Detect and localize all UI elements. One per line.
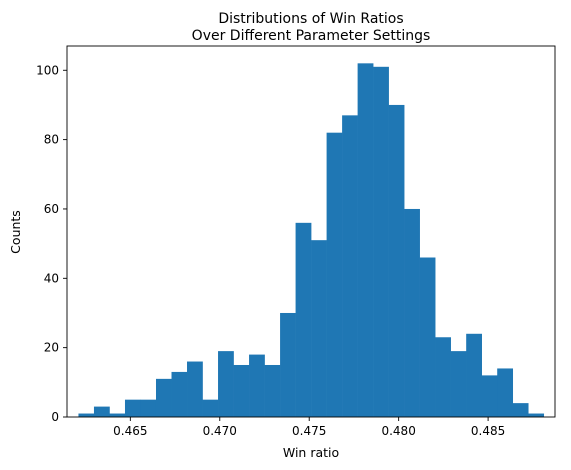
histogram-bar (481, 375, 498, 417)
y-tick-label: 100 (36, 63, 59, 77)
histogram-bar (466, 333, 482, 417)
y-tick-label: 20 (44, 341, 59, 355)
histogram-bar (155, 378, 172, 417)
histogram-bar (280, 312, 296, 417)
histogram-bar (124, 399, 141, 417)
histogram-bar (373, 66, 389, 417)
histogram-bar (388, 104, 405, 418)
x-tick-label: 0.485 (471, 424, 505, 438)
chart-title-line2: Over Different Parameter Settings (192, 28, 431, 44)
histogram-bar (233, 364, 250, 417)
histogram-bar (249, 354, 265, 417)
histogram-bar (171, 371, 188, 417)
histogram-bar (311, 240, 327, 417)
y-tick-label: 60 (44, 202, 59, 216)
histogram-bar (528, 413, 545, 417)
x-axis-ticks: 0.465 0.470 0.475 0.480 0.485 (113, 417, 505, 438)
y-axis-ticks: 0 20 40 60 80 100 (36, 63, 67, 424)
histogram-bar (326, 132, 343, 417)
y-tick-label: 80 (44, 133, 59, 147)
x-tick-label: 0.480 (381, 424, 415, 438)
histogram-bar (109, 413, 126, 417)
histogram-bar (357, 63, 374, 417)
histogram-bar (187, 361, 203, 417)
histogram-bar (140, 399, 157, 417)
bars-group (78, 63, 545, 418)
x-tick-label: 0.475 (292, 424, 326, 438)
histogram-bar (218, 351, 234, 417)
chart-title-line1: Distributions of Win Ratios (218, 11, 403, 27)
histogram-bar (419, 257, 436, 417)
histogram-bar (93, 406, 110, 417)
histogram-bar (295, 222, 312, 417)
histogram-bar (342, 115, 358, 417)
x-tick-label: 0.470 (203, 424, 237, 438)
x-tick-label: 0.465 (113, 424, 147, 438)
histogram-bar (497, 368, 514, 417)
histogram-bar (202, 399, 219, 417)
histogram-bar (450, 351, 467, 417)
histogram-bar (78, 413, 95, 417)
histogram-bar (264, 364, 281, 417)
histogram-bar (512, 403, 529, 417)
x-axis-label: Win ratio (283, 445, 339, 460)
y-tick-label: 40 (44, 271, 59, 285)
histogram-bar (404, 208, 420, 417)
plot-frame (66, 45, 556, 418)
histogram-bar (435, 337, 451, 417)
y-tick-label: 0 (51, 410, 59, 424)
y-axis-label: Counts (8, 210, 23, 254)
